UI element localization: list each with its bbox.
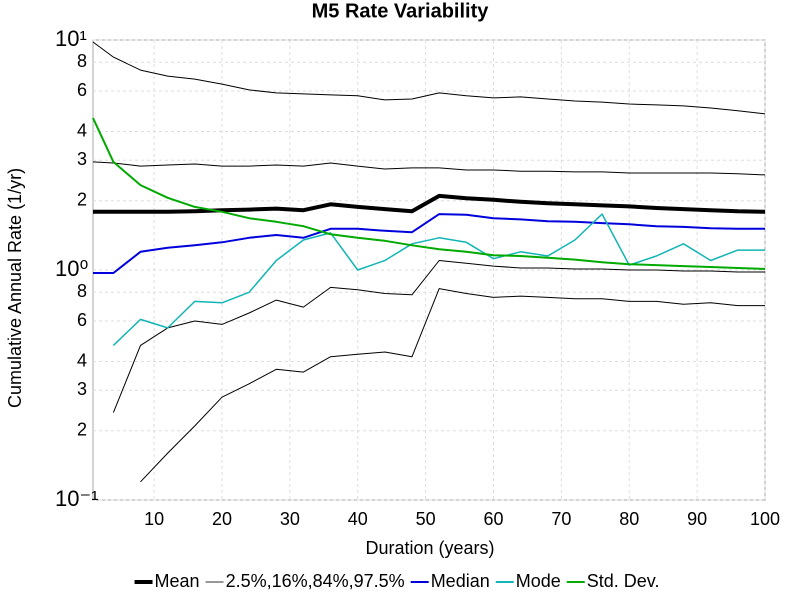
y-tick-label: 2 [77, 420, 87, 440]
series-line [92, 117, 766, 270]
x-tick-label: 10 [144, 509, 164, 529]
y-tick-label: 3 [77, 149, 87, 169]
y-tick-label: 6 [77, 80, 87, 100]
x-tick-label: 20 [212, 509, 232, 529]
chart-title: M5 Rate Variability [312, 0, 490, 22]
x-tick-label: 40 [348, 509, 368, 529]
y-tick-label: 4 [77, 350, 87, 370]
series-line [92, 161, 766, 176]
y-tick-label: 10⁻¹ [55, 486, 98, 511]
series-line [112, 260, 765, 413]
y-tick-label: 2 [77, 190, 87, 210]
x-tick-label: 100 [750, 509, 780, 529]
legend-label: Mode [516, 571, 561, 591]
y-tick-label: 4 [77, 120, 87, 140]
x-tick-label: 80 [619, 509, 639, 529]
series-line [93, 193, 766, 214]
x-tick-label: 50 [416, 509, 436, 529]
x-tick-label: 70 [551, 509, 571, 529]
legend-label: Mean [155, 571, 200, 591]
series-line [92, 41, 766, 115]
y-axis-label: Cumulative Annual Rate (1/yr) [5, 168, 25, 408]
y-tick-label: 8 [77, 51, 87, 71]
x-tick-label: 90 [687, 509, 707, 529]
y-tick-label: 3 [77, 379, 87, 399]
legend-label: Std. Dev. [587, 571, 660, 591]
y-tick-label: 10¹ [55, 26, 87, 51]
y-tick-label: 6 [77, 310, 87, 330]
x-tick-label: 30 [280, 509, 300, 529]
x-tick-label: 60 [483, 509, 503, 529]
x-axis-label: Duration (years) [365, 538, 494, 558]
series-line [140, 288, 765, 483]
y-tick-label: 8 [77, 281, 87, 301]
legend-label: Median [431, 571, 490, 591]
y-tick-label: 10⁰ [55, 256, 88, 281]
legend-label: 2.5%,16%,84%,97.5% [226, 571, 405, 591]
series-line [93, 213, 765, 274]
series-line [112, 213, 765, 346]
